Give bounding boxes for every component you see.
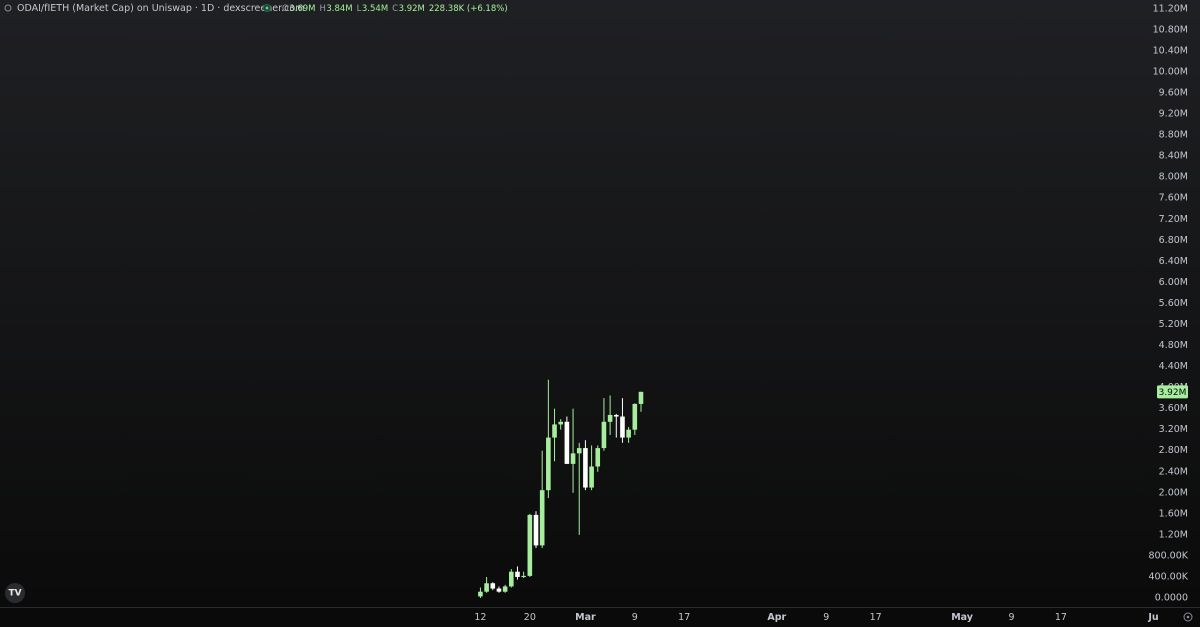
svg-text:TV: TV <box>8 589 21 599</box>
candle-body <box>595 448 601 467</box>
x-tick-label: 20 <box>524 612 536 623</box>
x-tick-label: 17 <box>678 612 690 623</box>
price-badge <box>1157 385 1188 399</box>
status-dot <box>265 6 269 10</box>
x-tick-label: May <box>951 612 974 623</box>
chart-title: ODAI/fIETH (Market Cap) on Uniswap · 1D … <box>17 3 304 14</box>
y-tick-label: 8.80M <box>1159 130 1188 141</box>
x-tick-label: 9 <box>823 612 829 623</box>
x-tick-label: 9 <box>1008 612 1014 623</box>
candle-body <box>515 571 520 577</box>
candle-body <box>496 588 502 592</box>
candle-body <box>490 583 496 589</box>
y-tick-label: 9.60M <box>1159 88 1188 99</box>
candle-body <box>607 414 613 422</box>
candle-body <box>576 448 582 454</box>
ohlc-label: O <box>282 4 289 14</box>
candle-body <box>626 429 631 438</box>
price-label: 3.92M <box>1159 388 1187 398</box>
y-tick-label: 4.80M <box>1159 340 1188 351</box>
candle-body <box>589 466 594 488</box>
candle-body <box>502 586 508 592</box>
candle-body <box>521 575 526 577</box>
y-tick-label: 800.00K <box>1149 550 1189 561</box>
ohlc-value: 3.84M <box>326 4 352 14</box>
candle-body <box>484 583 489 592</box>
y-tick-label: 8.00M <box>1159 172 1188 183</box>
x-tick-label: Ju <box>1147 612 1158 623</box>
y-tick-label: 5.60M <box>1159 298 1188 309</box>
candle-body <box>552 424 557 438</box>
candle-body <box>558 421 564 425</box>
y-tick-label: 6.80M <box>1159 235 1188 246</box>
y-tick-label: 6.00M <box>1159 277 1188 288</box>
candle-body <box>533 514 539 546</box>
header: ODAI/fIETH (Market Cap) on Uniswap · 1D … <box>4 3 508 14</box>
tv-logo: TV <box>5 583 25 603</box>
candle-body <box>478 591 483 597</box>
candle-body <box>613 414 619 417</box>
y-tick-label: 8.40M <box>1159 151 1188 162</box>
y-tick-label: 10.80M <box>1153 24 1188 35</box>
x-tick-label: 17 <box>1055 612 1067 623</box>
settings-icon[interactable] <box>1183 612 1193 622</box>
y-tick-label: 3.60M <box>1159 403 1188 414</box>
y-tick-label: 1.20M <box>1159 529 1188 540</box>
y-tick-label: 10.40M <box>1153 45 1188 56</box>
candle-body <box>601 421 607 449</box>
candle-body <box>539 490 545 546</box>
y-tick-label: 11.20M <box>1153 3 1188 14</box>
y-tick-label: 0.0000 <box>1155 593 1188 604</box>
ohlc-value: 3.54M <box>362 4 388 14</box>
y-tick-label: 5.20M <box>1159 319 1188 330</box>
symbol-icon <box>4 4 12 12</box>
x-tick-label: 17 <box>870 612 882 623</box>
x-tick-label: Apr <box>767 612 786 623</box>
candle-body <box>570 453 576 464</box>
candle-body <box>564 421 570 464</box>
y-tick-label: 3.20M <box>1159 424 1188 435</box>
y-tick-label: 10.00M <box>1153 67 1188 78</box>
y-tick-label: 4.40M <box>1159 361 1188 372</box>
x-tick-label: Mar <box>575 612 596 623</box>
candle-body <box>632 403 638 430</box>
candle-body <box>527 514 533 576</box>
x-tick-label: 12 <box>474 612 486 623</box>
candle-body <box>509 571 514 587</box>
candle-body <box>620 416 625 438</box>
ohlc-label: H <box>319 4 325 14</box>
y-tick-label: 1.60M <box>1159 508 1188 519</box>
ohlc-label: C <box>392 4 398 14</box>
ohlc-value: 3.92M <box>399 4 425 14</box>
y-tick-label: 7.60M <box>1159 193 1188 204</box>
y-tick-label: 400.00K <box>1149 571 1189 582</box>
candle-body <box>638 391 644 404</box>
x-tick-label: 9 <box>632 612 638 623</box>
y-tick-label: 9.20M <box>1159 109 1188 120</box>
candle-body <box>583 448 588 488</box>
ohlc-value: 3.69M <box>289 4 315 14</box>
ohlc-label: L <box>357 4 362 14</box>
ohlc-change: 228.38K (+6.18%) <box>429 4 508 14</box>
y-tick-label: 7.20M <box>1159 214 1188 225</box>
y-tick-label: 2.80M <box>1159 445 1188 456</box>
y-tick-label: 2.00M <box>1159 487 1188 498</box>
candle-body <box>546 437 551 491</box>
y-tick-label: 2.40M <box>1159 466 1188 477</box>
y-tick-label: 6.40M <box>1159 256 1188 267</box>
